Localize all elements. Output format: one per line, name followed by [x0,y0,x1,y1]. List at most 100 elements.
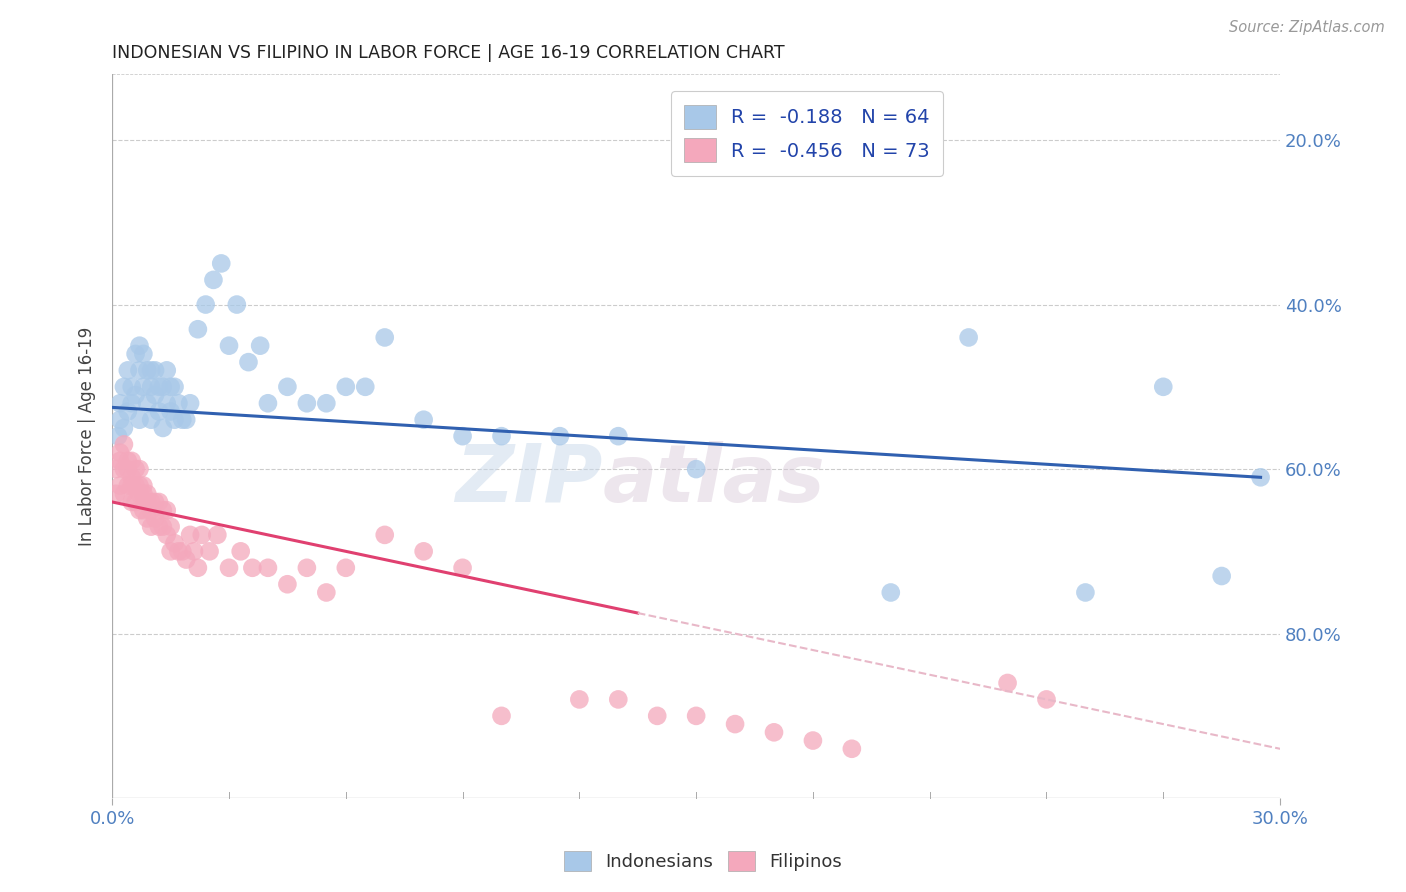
Point [141,495,163,509]
Point [121,454,143,468]
Point [152,421,174,435]
Point [163,413,186,427]
Point [229,544,252,558]
Point [141,503,163,517]
Point [143,511,166,525]
Point [607,692,630,706]
Point [148,380,170,394]
Point [121,470,143,484]
Point [218,561,240,575]
Point [209,256,232,270]
Point [412,544,434,558]
Point [156,503,179,517]
Point [121,495,143,509]
Point [124,478,146,492]
Point [568,692,591,706]
Point [152,519,174,533]
Point [128,462,150,476]
Point [141,380,163,394]
Point [148,495,170,509]
Point [354,380,377,394]
Y-axis label: In Labor Force | Age 16-19: In Labor Force | Age 16-19 [79,326,96,546]
Point [374,330,396,344]
Point [156,528,179,542]
Point [156,363,179,377]
Point [276,577,298,591]
Point [132,347,155,361]
Point [132,487,155,501]
Text: atlas: atlas [603,441,825,518]
Point [451,429,474,443]
Point [159,380,181,394]
Point [152,380,174,394]
Point [141,413,163,427]
Point [136,511,159,525]
Point [335,561,357,575]
Point [143,495,166,509]
Point [117,478,139,492]
Point [108,478,131,492]
Point [194,297,217,311]
Point [132,503,155,517]
Point [724,717,747,731]
Point [117,462,139,476]
Point [121,396,143,410]
Point [128,339,150,353]
Point [121,478,143,492]
Point [276,380,298,394]
Point [124,462,146,476]
Point [128,487,150,501]
Point [136,396,159,410]
Point [136,363,159,377]
Point [105,462,128,476]
Point [685,462,707,476]
Point [315,585,337,599]
Point [124,388,146,402]
Point [105,487,128,501]
Point [187,561,209,575]
Point [374,528,396,542]
Point [112,462,135,476]
Point [128,413,150,427]
Point [117,454,139,468]
Legend: Indonesians, Filipinos: Indonesians, Filipinos [557,844,849,879]
Point [132,380,155,394]
Point [491,429,513,443]
Point [174,552,197,566]
Point [108,396,131,410]
Point [187,322,209,336]
Point [491,709,513,723]
Point [174,413,197,427]
Point [117,404,139,418]
Point [141,519,163,533]
Point [202,273,225,287]
Point [238,355,260,369]
Legend: R =  -0.188   N = 64, R =  -0.456   N = 73: R = -0.188 N = 64, R = -0.456 N = 73 [671,91,943,176]
Point [257,396,280,410]
Point [183,544,205,558]
Point [607,429,630,443]
Point [128,363,150,377]
Point [136,487,159,501]
Point [148,519,170,533]
Point [163,536,186,550]
Point [257,561,280,575]
Point [112,380,135,394]
Point [108,454,131,468]
Point [159,404,181,418]
Point [107,429,129,443]
Point [997,676,1019,690]
Point [143,363,166,377]
Point [218,339,240,353]
Point [172,413,194,427]
Point [841,741,863,756]
Point [159,544,181,558]
Point [685,709,707,723]
Point [179,528,201,542]
Point [143,388,166,402]
Point [191,528,214,542]
Point [1152,380,1174,394]
Point [136,495,159,509]
Point [198,544,221,558]
Point [762,725,785,739]
